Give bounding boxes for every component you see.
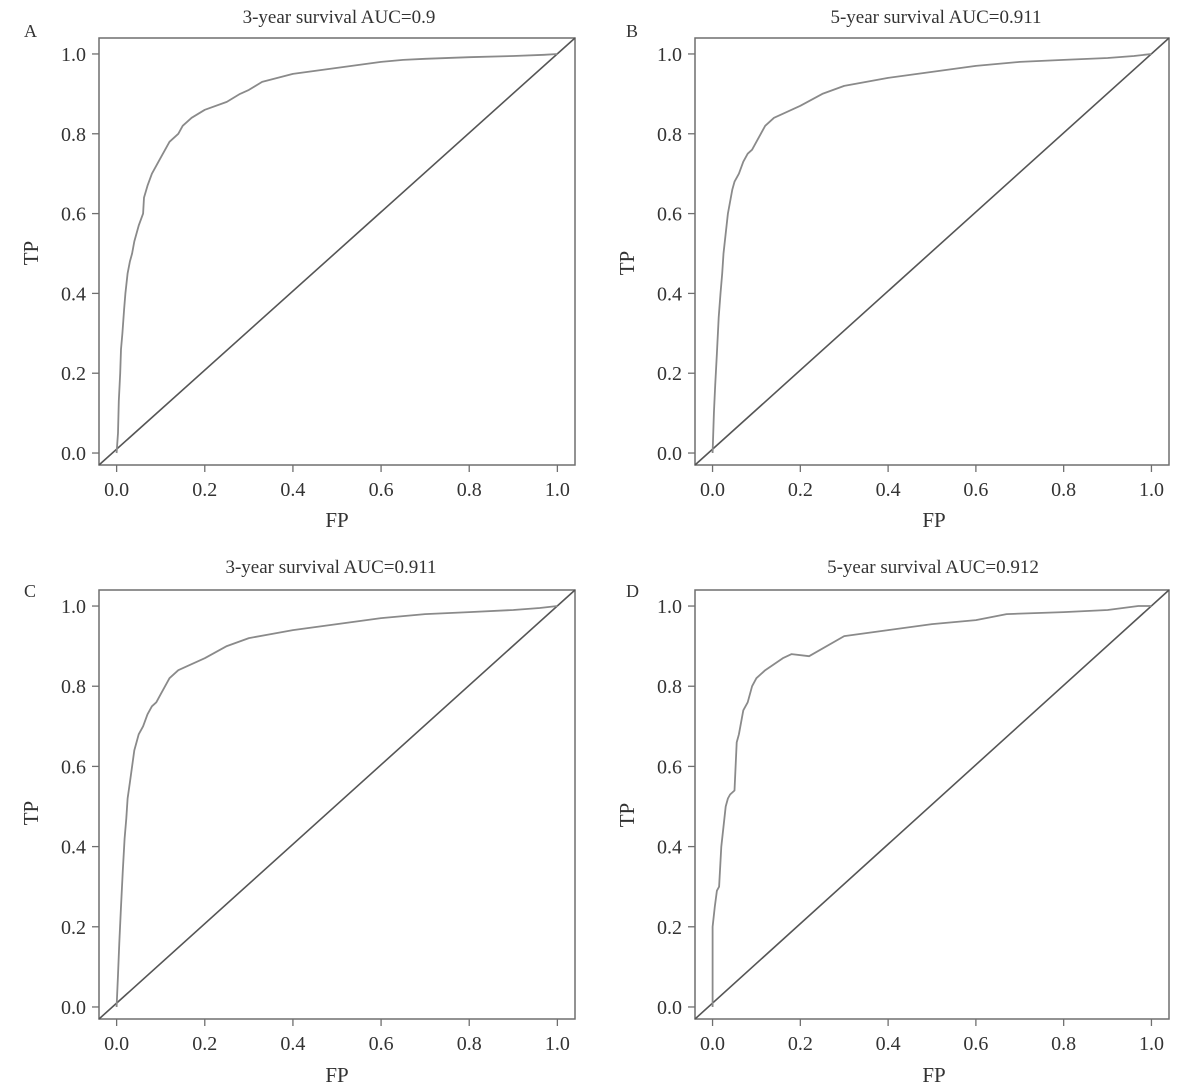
panel-b-roc-curve — [711, 53, 1152, 454]
panel-c-x-tick-label: 0.4 — [280, 1033, 305, 1055]
panel-d-x-tick-label: 0.8 — [1051, 1033, 1076, 1055]
panel-b: B 5-year survival AUC=0.911 0.0 0.2 0.4 0.6… — [615, 7, 1170, 532]
panel-a-x-axis-label: FP — [325, 508, 348, 532]
panel-b-roc-series-0 — [711, 53, 1152, 454]
panel-c-reference-line — [98, 589, 576, 1020]
panel-c-y-tick-label: 0.0 — [61, 997, 86, 1019]
panel-a-letter: A — [24, 21, 37, 41]
panel-c-y-axis-label: TP — [19, 801, 43, 826]
panel-b-y-ticks: 0.0 0.2 0.4 0.6 0.8 1.0 — [657, 44, 695, 465]
panel-b-y-tick-label: 0.2 — [657, 363, 682, 385]
panel-a-title: 3-year survival AUC=0.9 — [243, 7, 436, 28]
panel-b-x-tick-label: 0.4 — [876, 479, 901, 501]
panel-d-roc-curve — [711, 605, 1152, 1007]
panel-d-x-tick-label: 0.4 — [876, 1033, 901, 1055]
panel-a-diagonal-line — [98, 37, 576, 466]
panel-d-plot-frame — [694, 589, 1170, 1020]
panel-a-x-tick-label: 0.2 — [192, 479, 217, 501]
panel-d-x-tick-label: 0.2 — [788, 1033, 813, 1055]
panel-a-plot-frame — [98, 37, 576, 466]
panel-b-x-axis-label: FP — [922, 508, 945, 532]
panel-c-roc-series-0 — [115, 605, 558, 1008]
panel-a-y-tick-label: 0.0 — [61, 443, 86, 465]
panel-c-x-ticks: 0.0 0.2 0.4 0.6 0.8 1.0 — [104, 1019, 570, 1055]
panel-a-x-tick-label: 0.6 — [369, 479, 394, 501]
panel-d-y-tick-label: 0.6 — [657, 756, 682, 778]
panel-d-x-tick-label: 0.6 — [963, 1033, 988, 1055]
panel-d-letter: D — [626, 581, 639, 601]
panel-c-y-tick-label: 0.4 — [61, 837, 86, 859]
panel-c-roc-curve — [115, 605, 558, 1008]
panel-b-diagonal-line — [694, 37, 1170, 466]
panel-a-y-tick-label: 0.6 — [61, 204, 86, 226]
panel-b-y-tick-label: 0.0 — [657, 443, 682, 465]
panel-b-x-tick-label: 0.8 — [1051, 479, 1076, 501]
panel-a-reference-line — [98, 37, 576, 466]
panel-d: D 5-year survival AUC=0.912 0.0 0.2 0.4 0.6… — [615, 557, 1170, 1087]
panel-d-y-axis-label: TP — [615, 803, 639, 828]
panel-a-y-tick-label: 0.4 — [61, 283, 86, 305]
panel-c-y-ticks: 0.0 0.2 0.4 0.6 0.8 1.0 — [61, 596, 99, 1019]
panel-d-y-tick-label: 0.2 — [657, 917, 682, 939]
panel-b-letter: B — [626, 21, 638, 41]
panel-d-y-tick-label: 0.0 — [657, 997, 682, 1019]
panel-d-x-axis-label: FP — [922, 1063, 945, 1087]
panel-a-y-tick-label: 1.0 — [61, 44, 86, 66]
panel-c-x-tick-label: 0.2 — [192, 1033, 217, 1055]
panel-b-x-tick-label: 0.6 — [963, 479, 988, 501]
panel-c-y-tick-label: 0.8 — [61, 676, 86, 698]
panel-a-roc-series-0 — [115, 53, 558, 454]
panel-a: A 3-year survival AUC=0.9 0.0 0.2 0.4 0.6 0.… — [19, 7, 576, 532]
panel-c-y-tick-label: 1.0 — [61, 596, 86, 618]
panel-c-x-tick-label: 0.8 — [457, 1033, 482, 1055]
panel-b-title: 5-year survival AUC=0.911 — [830, 7, 1041, 28]
panel-d-roc-series-0 — [711, 605, 1152, 1007]
panel-d-reference-line — [694, 589, 1170, 1020]
panel-a-x-tick-label: 1.0 — [545, 479, 570, 501]
panel-c-x-tick-label: 0.6 — [369, 1033, 394, 1055]
panel-c-title: 3-year survival AUC=0.911 — [225, 557, 436, 578]
panel-a-x-ticks: 0.0 0.2 0.4 0.6 0.8 1.0 — [104, 465, 570, 501]
panel-b-x-tick-label: 0.2 — [788, 479, 813, 501]
panel-b-y-tick-label: 0.4 — [657, 283, 682, 305]
panel-b-y-tick-label: 1.0 — [657, 44, 682, 66]
panel-c-y-tick-label: 0.2 — [61, 917, 86, 939]
panel-d-y-ticks: 0.0 0.2 0.4 0.6 0.8 1.0 — [657, 596, 695, 1019]
panel-a-roc-curve — [115, 53, 558, 454]
panel-a-y-tick-label: 0.8 — [61, 124, 86, 146]
panel-b-x-tick-label: 0.0 — [700, 479, 725, 501]
panel-c-x-tick-label: 1.0 — [545, 1033, 570, 1055]
panel-c-y-tick-label: 0.6 — [61, 756, 86, 778]
panel-b-y-tick-label: 0.8 — [657, 124, 682, 146]
panel-b-x-ticks: 0.0 0.2 0.4 0.6 0.8 1.0 — [700, 465, 1164, 501]
panel-d-x-tick-label: 1.0 — [1139, 1033, 1164, 1055]
panel-c-plot-frame — [98, 589, 576, 1020]
panel-c-diagonal-line — [98, 589, 576, 1020]
panel-c-x-axis-label: FP — [325, 1063, 348, 1087]
panel-d-y-tick-label: 0.4 — [657, 837, 682, 859]
panel-a-y-axis-label: TP — [19, 241, 43, 266]
panel-a-x-tick-label: 0.0 — [104, 479, 129, 501]
panel-a-x-tick-label: 0.4 — [280, 479, 305, 501]
panel-a-x-tick-label: 0.8 — [457, 479, 482, 501]
panel-b-y-axis-label: TP — [615, 251, 639, 276]
panel-b-y-tick-label: 0.6 — [657, 204, 682, 226]
panel-c-letter: C — [24, 581, 36, 601]
panel-b-reference-line — [694, 37, 1170, 466]
panel-d-title: 5-year survival AUC=0.912 — [827, 557, 1039, 578]
panel-c-x-tick-label: 0.0 — [104, 1033, 129, 1055]
panel-a-y-ticks: 0.0 0.2 0.4 0.6 0.8 1.0 — [61, 44, 99, 465]
panel-b-plot-frame — [694, 37, 1170, 466]
panel-a-y-tick-label: 0.2 — [61, 363, 86, 385]
panel-d-diagonal-line — [694, 589, 1170, 1020]
panel-d-y-tick-label: 0.8 — [657, 676, 682, 698]
panel-b-x-tick-label: 1.0 — [1139, 479, 1164, 501]
panel-d-x-tick-label: 0.0 — [700, 1033, 725, 1055]
panel-d-x-ticks: 0.0 0.2 0.4 0.6 0.8 1.0 — [700, 1019, 1164, 1055]
panel-d-y-tick-label: 1.0 — [657, 596, 682, 618]
panel-c: C 3-year survival AUC=0.911 0.0 0.2 0.4 0.6… — [19, 557, 576, 1087]
